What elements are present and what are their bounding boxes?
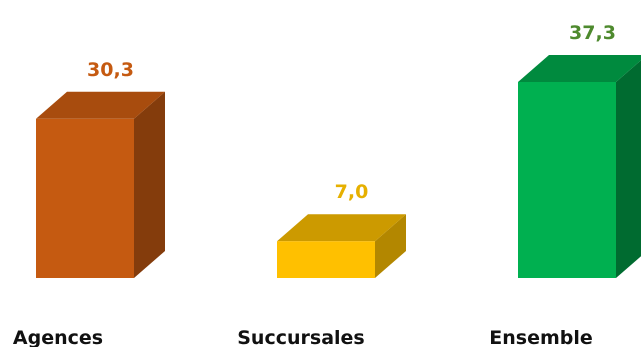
bar-front-face	[518, 82, 616, 278]
value-label: 37,3	[569, 22, 616, 44]
bar-top-face	[518, 55, 641, 82]
value-label: 30,3	[87, 59, 134, 81]
bar-front-face	[36, 118, 134, 279]
bar-ensemble	[518, 55, 641, 278]
bar-succursales	[277, 214, 406, 278]
category-label: Agences	[13, 327, 103, 347]
bar-front-face	[277, 241, 375, 278]
bar-side-face	[375, 214, 406, 278]
category-label: Succursales	[237, 327, 364, 347]
bar-top-face	[277, 214, 406, 242]
category-label: Ensemble	[489, 327, 593, 347]
category-labels-group: Agences Succursales Ensemble	[13, 327, 593, 347]
value-labels-group: 30,3 7,0 37,3	[87, 22, 616, 203]
value-label: 7,0	[335, 181, 369, 203]
bar-side-face	[616, 60, 641, 278]
bar-agences	[36, 91, 165, 279]
bar-top-face	[36, 91, 165, 119]
bars-group	[36, 55, 641, 279]
bar-side-face	[134, 91, 165, 279]
